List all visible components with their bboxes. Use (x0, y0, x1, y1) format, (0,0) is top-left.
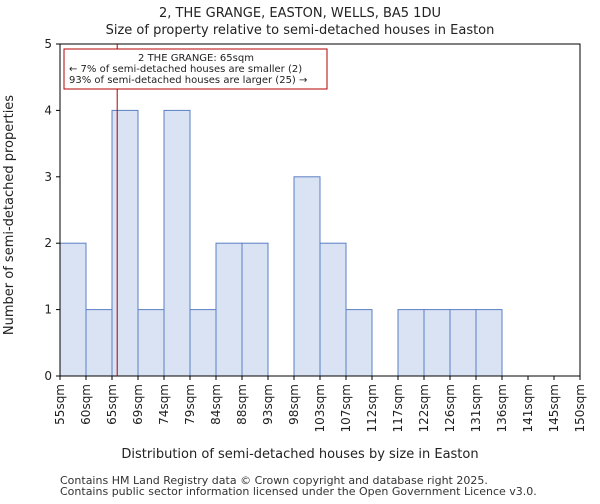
y-tick-label: 1 (44, 303, 52, 317)
y-tick-label: 2 (44, 236, 52, 250)
annotation-box: 2 THE GRANGE: 65sqm ← 7% of semi-detache… (63, 48, 328, 90)
bar-103sqm (319, 242, 347, 377)
y-tick-label: 0 (44, 369, 52, 383)
y-axis-ticks: 0 1 2 3 4 5 (44, 37, 60, 383)
y-tick-label: 3 (44, 170, 52, 184)
annotation-border (63, 48, 328, 90)
x-tick-label-107sqm: 107sqm (339, 384, 353, 432)
x-tick-label-131sqm: 131sqm (469, 384, 483, 432)
footer-line-2: Contains public sector information licen… (60, 485, 537, 498)
x-tick-label-65sqm: 65sqm (105, 384, 119, 425)
footer-line-1: Contains HM Land Registry data © Crown c… (60, 474, 488, 487)
y-tick-label: 4 (44, 103, 52, 117)
x-tick-label-141sqm: 141sqm (521, 384, 535, 432)
x-tick-label-84sqm: 84sqm (209, 384, 223, 425)
x-tick-label-122sqm: 122sqm (417, 384, 431, 432)
bar-88sqm (241, 242, 269, 377)
bar-55sqm (59, 242, 87, 377)
bars-group (59, 109, 503, 377)
x-tick-label-69sqm: 69sqm (131, 384, 145, 425)
bar-60sqm (85, 309, 113, 377)
bar-126sqm (449, 309, 477, 377)
annotation-line-3: 93% of semi-detached houses are larger (… (69, 75, 307, 86)
x-tick-label-103sqm: 103sqm (313, 384, 327, 432)
bar-65sqm (111, 109, 139, 377)
bar-107sqm (345, 309, 373, 377)
x-tick-label-136sqm: 136sqm (495, 384, 509, 432)
x-tick-label-117sqm: 117sqm (391, 384, 405, 432)
bar-74sqm (163, 109, 191, 377)
chart-subtitle: Size of property relative to semi-detach… (106, 23, 495, 38)
annotation-line-2: ← 7% of semi-detached houses are smaller… (69, 64, 302, 75)
x-tick-label-60sqm: 60sqm (79, 384, 93, 425)
chart-title: 2, THE GRANGE, EASTON, WELLS, BA5 1DU (159, 6, 441, 21)
x-axis-ticks: 55sqm 60sqm 65sqm 69sqm 74sqm 79sqm 84sqm 88sqm… (53, 376, 587, 432)
x-tick-label-93sqm: 93sqm (261, 384, 275, 425)
bar-117sqm (397, 309, 425, 377)
bar-84sqm (215, 242, 243, 377)
x-tick-label-112sqm: 112sqm (365, 384, 379, 432)
bar-79sqm (189, 309, 217, 377)
x-tick-label-98sqm: 98sqm (287, 384, 301, 425)
bar-98sqm (293, 176, 321, 377)
x-axis-label: Distribution of semi-detached houses by … (121, 447, 478, 462)
x-tick-label-126sqm: 126sqm (443, 384, 457, 432)
y-tick-label: 5 (44, 37, 52, 51)
x-tick-label-79sqm: 79sqm (183, 384, 197, 425)
bar-122sqm (423, 309, 451, 377)
y-axis-label: Number of semi-detached properties (2, 95, 17, 335)
bar-131sqm (475, 309, 503, 377)
x-tick-label-145sqm: 145sqm (547, 384, 561, 432)
x-tick-label-55sqm: 55sqm (53, 384, 67, 425)
plot-frame (59, 43, 581, 377)
x-tick-label-74sqm: 74sqm (157, 384, 171, 425)
bar-69sqm (137, 309, 165, 377)
annotation-line-1: 2 THE GRANGE: 65sqm (138, 53, 254, 64)
x-tick-label-88sqm: 88sqm (235, 384, 249, 425)
x-tick-label-150sqm: 150sqm (573, 384, 587, 432)
